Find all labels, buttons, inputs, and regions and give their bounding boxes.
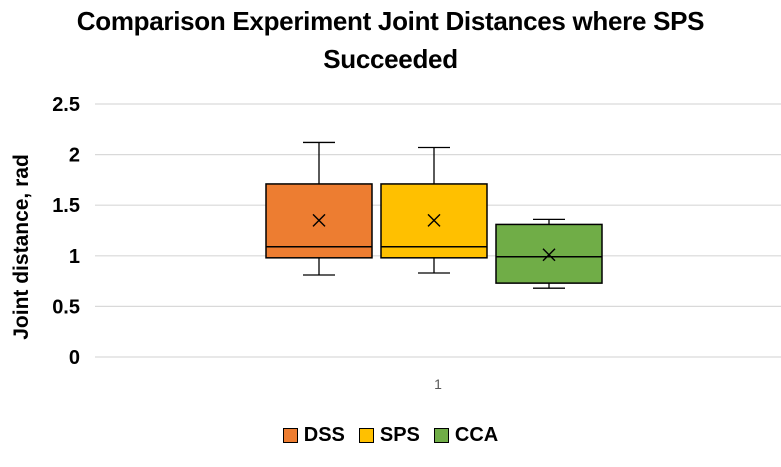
mean-marker: [427, 213, 441, 227]
iqr-box: [495, 223, 603, 284]
y-tick-label: 0: [69, 347, 80, 369]
legend-item-dss: DSS: [282, 424, 345, 447]
legend-item-cca: CCA: [433, 424, 499, 447]
legend-label: SPS: [379, 424, 420, 446]
x-tick-label: 1: [434, 376, 442, 392]
legend-swatch: [282, 428, 298, 443]
boxes: [265, 141, 603, 289]
y-tick-label: 0.5: [52, 296, 80, 318]
mean-marker: [312, 213, 326, 227]
legend: DSS SPS CCA: [0, 424, 781, 447]
y-tick-label: 2.5: [52, 94, 80, 116]
y-tick-label: 2: [69, 145, 80, 167]
box-cca: [495, 218, 603, 289]
legend-swatch: [433, 428, 449, 443]
y-tick-label: 1.5: [52, 195, 80, 217]
legend-label: DSS: [303, 424, 345, 446]
y-tick-label: 1: [69, 246, 80, 268]
x-axis-ticks: 1: [434, 376, 442, 392]
chart-title-line-2: Succeeded: [323, 44, 458, 74]
box-sps: [380, 146, 488, 274]
legend-item-sps: SPS: [358, 424, 420, 447]
mean-marker: [542, 248, 556, 262]
legend-swatch: [358, 428, 374, 443]
box-dss: [265, 141, 373, 276]
y-axis-label: Joint distance, rad: [10, 154, 33, 340]
y-axis-ticks: 0 0.5 1 1.5 2 2.5: [52, 94, 80, 369]
legend-label: CCA: [454, 424, 499, 446]
chart-title-line-1: Comparison Experiment Joint Distances wh…: [76, 6, 705, 36]
